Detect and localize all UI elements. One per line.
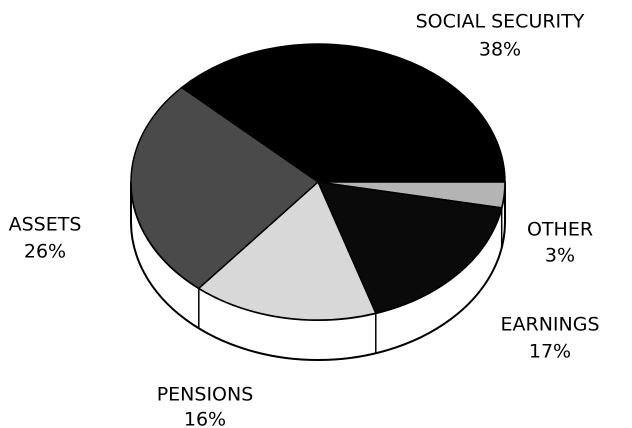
slice-label: PENSIONS — [157, 384, 254, 406]
pie-slice — [130, 86, 320, 290]
pie-slice — [180, 43, 506, 183]
pie-slice — [316, 181, 503, 315]
slice-value-label: 17% — [529, 341, 571, 363]
slice-label: OTHER — [527, 219, 593, 241]
pie-slices — [130, 43, 506, 321]
slice-value-label: 38% — [479, 39, 521, 61]
pie-slice — [197, 180, 377, 321]
slice-label: ASSETS — [9, 214, 82, 236]
slice-value-label: 16% — [184, 409, 226, 428]
slice-value-label: 3% — [545, 245, 575, 267]
slice-label: SOCIAL SECURITY — [416, 11, 585, 33]
slice-label: EARNINGS — [500, 314, 599, 336]
pie-labels: SOCIAL SECURITY 38% OTHER 3% EARNINGS 17% PENS… — [9, 11, 600, 428]
slice-value-label: 26% — [24, 241, 66, 263]
